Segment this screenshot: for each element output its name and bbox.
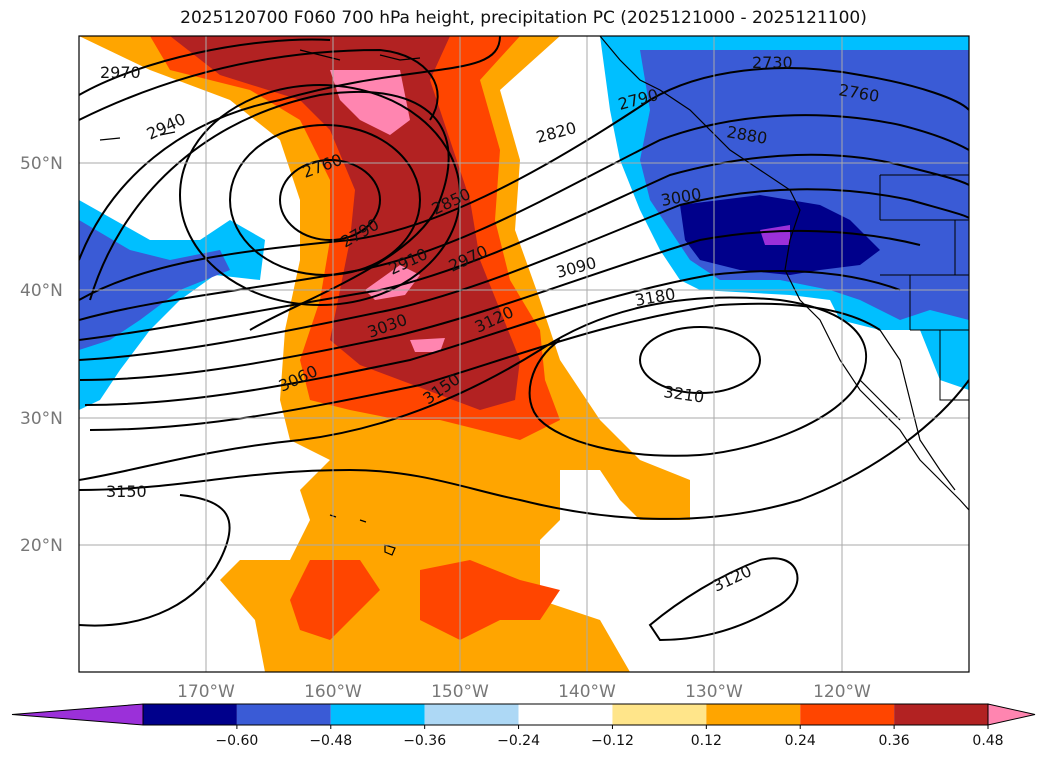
precip-purple-east (760, 225, 790, 245)
colorbar-tick-label: 0.36 (879, 733, 910, 749)
lat-label: 50°N (20, 154, 63, 174)
colorbar-segment (143, 704, 237, 725)
lat-label: 30°N (20, 409, 63, 429)
lat-label: 20°N (20, 536, 63, 556)
colorbar-tick-label: −0.36 (403, 733, 446, 749)
lon-label: 140°W (558, 682, 616, 702)
colorbar (11, 703, 1036, 726)
colorbar-segment (706, 704, 801, 725)
colorbar-extend-low (11, 703, 144, 726)
longitude-labels: 170°W 160°W 150°W 140°W 130°W 120°W (177, 682, 871, 702)
graticule (79, 36, 969, 672)
plot-frame (78, 35, 970, 673)
colorbar-segment (424, 704, 519, 725)
lat-label: 40°N (20, 281, 63, 301)
height-contours (79, 36, 969, 642)
lon-label: 160°W (304, 682, 362, 702)
map-title: 2025120700 F060 700 hPa height, precipit… (180, 8, 867, 28)
colorbar-tick-label: −0.60 (215, 733, 258, 749)
colorbar-segment (236, 704, 331, 725)
lon-label: 130°W (685, 682, 743, 702)
colorbar-tick-label: 0.24 (785, 733, 816, 749)
colorbar-tick-label: 0.48 (972, 733, 1003, 749)
latitude-labels: 50°N 40°N 30°N 20°N (20, 154, 63, 556)
state-borders (879, 174, 969, 401)
lon-label: 170°W (177, 682, 235, 702)
lon-label: 150°W (431, 682, 489, 702)
contour-label: 3150 (106, 482, 147, 501)
colorbar-ticks: −0.60 −0.48 −0.36 −0.24 −0.12 0.12 0.24 0.36 0.4… (215, 725, 1004, 749)
precip-pink-region (330, 70, 445, 352)
colorbar-extend-high (987, 703, 1036, 726)
colorbar-frame (142, 703, 989, 726)
coastlines (99, 36, 969, 556)
colorbar-segment (518, 704, 613, 725)
map-plot-area: 2970 2940 2760 2790 2850 2910 2970 3030 … (79, 36, 969, 672)
colorbar-segment (330, 704, 425, 725)
colorbar-segment (800, 704, 895, 725)
precip-redorange-south (290, 560, 560, 640)
precip-royal-west (79, 220, 230, 350)
colorbar-tick-label: −0.24 (497, 733, 540, 749)
lon-label: 120°W (813, 682, 871, 702)
colorbar-tick-label: 0.12 (691, 733, 722, 749)
contour-label: 2970 (100, 63, 141, 82)
colorbar-segment (612, 704, 707, 725)
colorbar-tick-label: −0.48 (309, 733, 352, 749)
colorbar-tick-label: −0.12 (591, 733, 634, 749)
contour-label: 2730 (752, 53, 793, 72)
colorbar-segment (894, 704, 988, 725)
